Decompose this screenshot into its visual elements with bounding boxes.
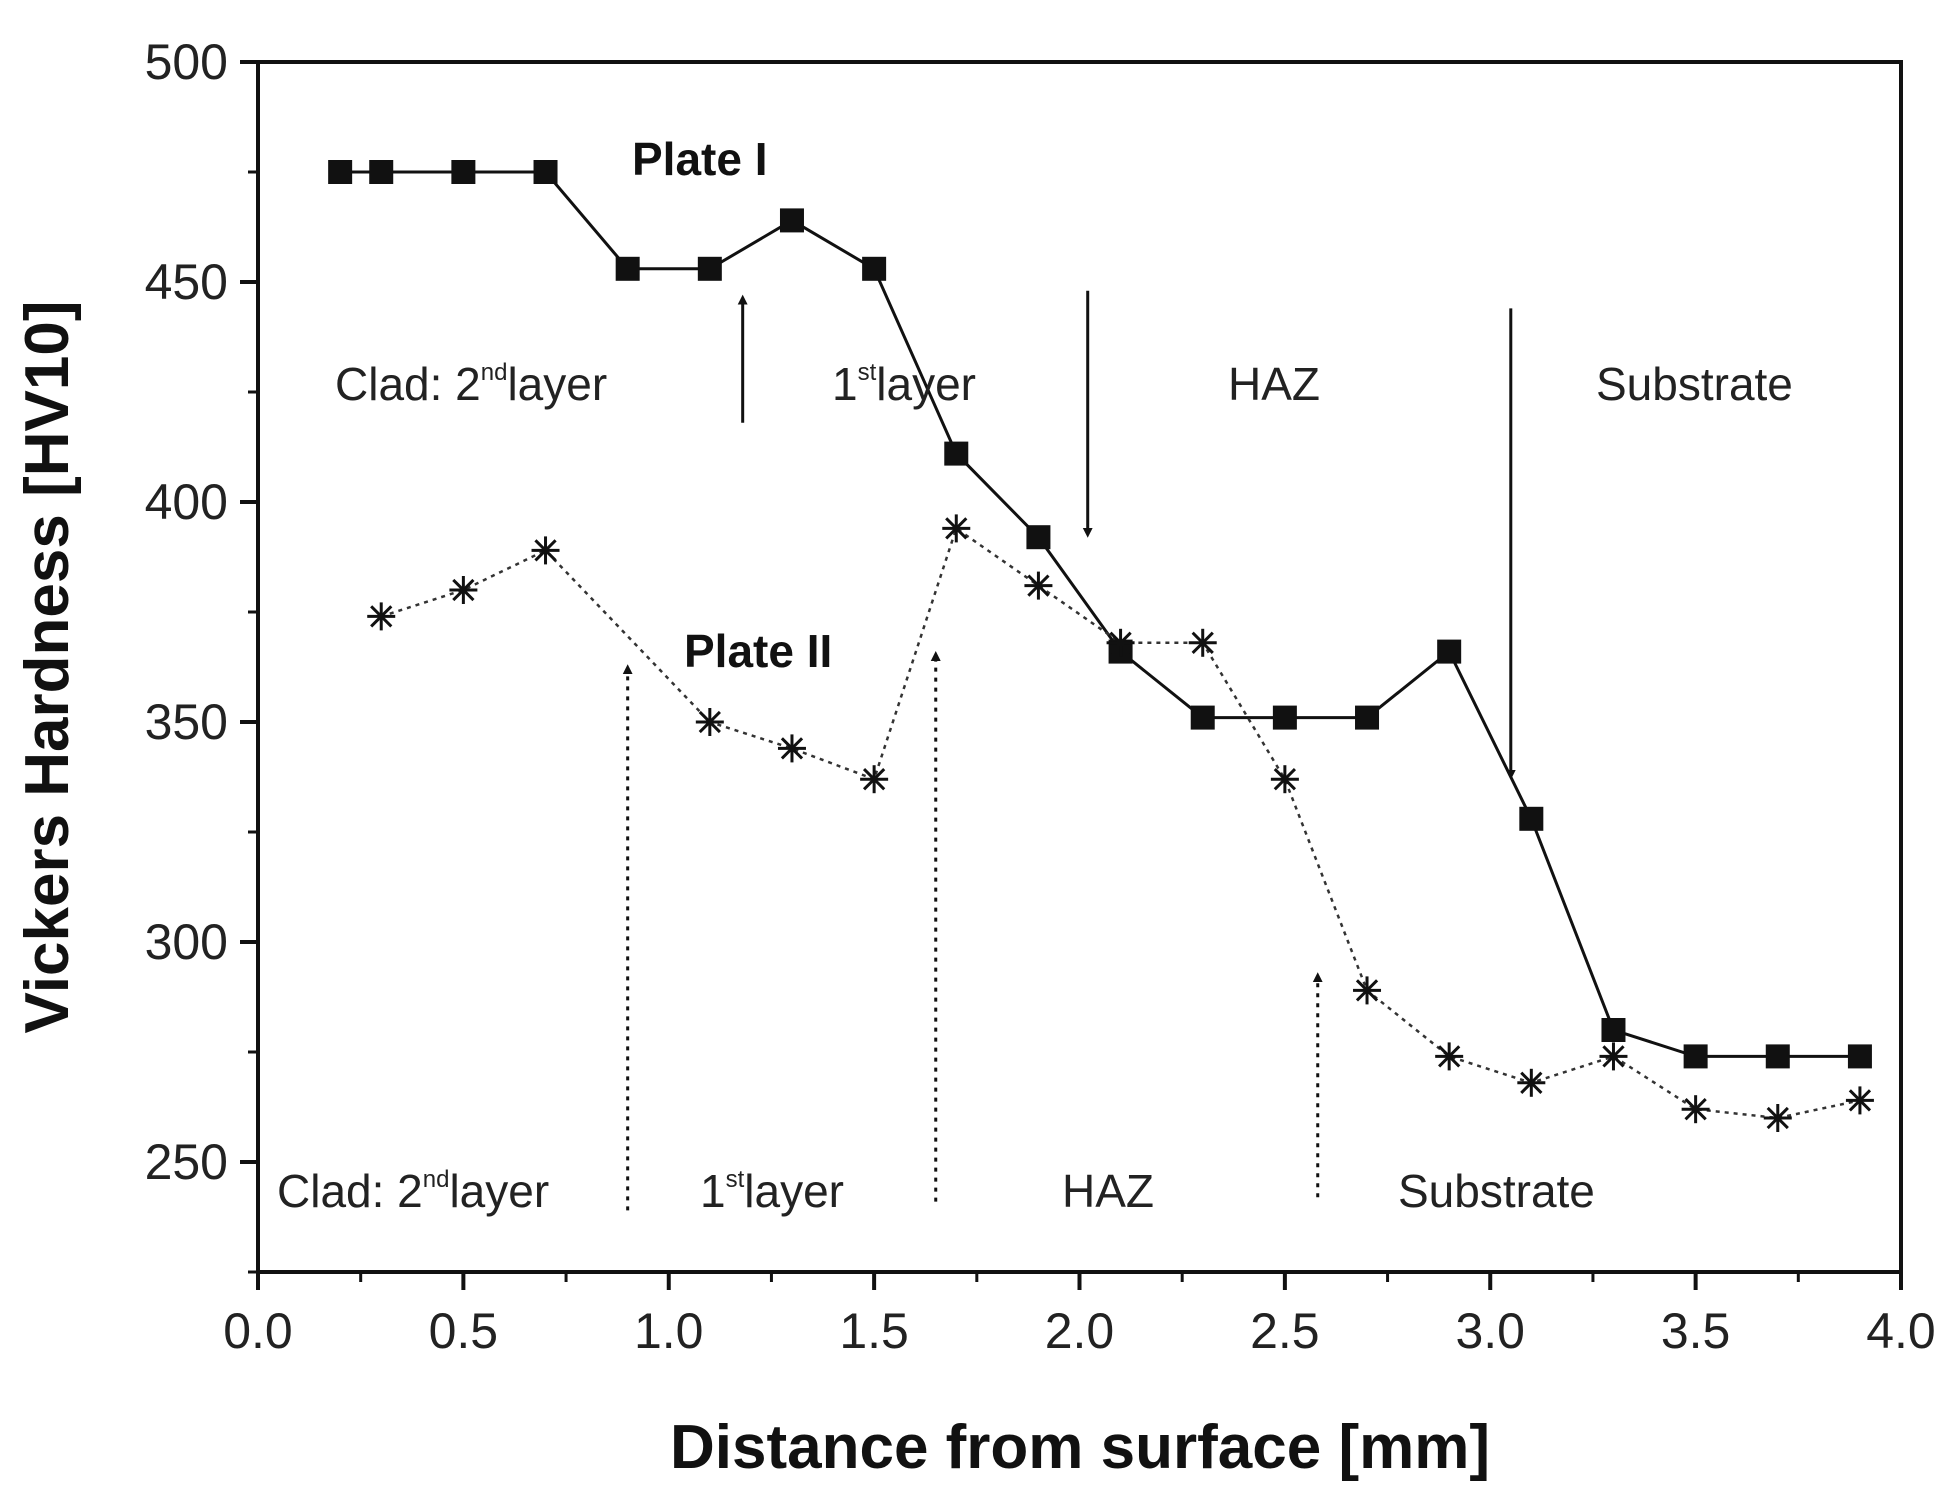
- plate-2-point: [1106, 628, 1135, 657]
- plate-2-series-line: [380, 526, 1861, 1120]
- plate-2-point: [1763, 1104, 1792, 1132]
- plate-2-region-1st: 1stlayer: [700, 1165, 844, 1217]
- plate-2-point: [777, 734, 806, 763]
- plot-frame: [256, 60, 1903, 1274]
- plate-2-point: [1845, 1086, 1874, 1115]
- x-tick-label: 3.0: [1455, 1303, 1525, 1359]
- plate-1-point: [369, 160, 394, 184]
- y-tick-label: 300: [145, 914, 228, 970]
- y-tick-label: 450: [145, 254, 228, 310]
- plate-1-label: Plate I: [632, 133, 768, 185]
- plate-1-point: [533, 160, 558, 184]
- plate-2-point: [942, 514, 971, 543]
- plate-2-region-clad-2nd: Clad: 2ndlayer: [277, 1165, 549, 1217]
- plate-1-region-haz: HAZ: [1228, 358, 1320, 410]
- plate-1-region-clad-2nd: Clad: 2ndlayer: [335, 358, 607, 410]
- x-tick-label: 1.5: [839, 1303, 909, 1359]
- plate-2-point: [449, 576, 478, 604]
- plate-1-point: [1026, 525, 1051, 550]
- y-axis: 250 300 350 400 450 500: [145, 34, 258, 1274]
- plate-1-point: [1847, 1044, 1872, 1069]
- plate-1-point: [944, 441, 969, 466]
- plate-1-series-line: [340, 170, 1860, 1058]
- x-tick-label: 0.5: [429, 1303, 499, 1359]
- x-tick-label: 1.0: [634, 1303, 704, 1359]
- plate-2-point: [1517, 1068, 1546, 1097]
- plate-2-point: [1270, 765, 1299, 794]
- plate-2-region-substrate: Substrate: [1398, 1165, 1595, 1217]
- plate-2-point: [695, 708, 724, 736]
- plate-1-point: [779, 208, 804, 233]
- plate-1-point: [1765, 1044, 1790, 1069]
- x-tick-label: 2.5: [1250, 1303, 1320, 1359]
- plate-2-point: [1353, 976, 1382, 1005]
- plate-1-point: [451, 160, 476, 184]
- plate-2-label: Plate II: [684, 625, 832, 677]
- series-markers: [328, 160, 1874, 1132]
- plate-2-point: [367, 602, 396, 631]
- plate-1-point: [862, 256, 887, 281]
- plate-1-point: [1683, 1044, 1708, 1069]
- plate-2-point: [1188, 628, 1217, 657]
- y-tick-label: 350: [145, 694, 228, 750]
- plate-1-region-1st: 1stlayer: [832, 358, 976, 410]
- plate-1-point: [1355, 705, 1380, 730]
- plate-1-point: [1601, 1018, 1626, 1042]
- y-tick-label: 400: [145, 474, 228, 530]
- x-tick-label: 0.0: [223, 1303, 293, 1359]
- plate-1-point: [1190, 705, 1215, 730]
- plate-1-point: [697, 256, 722, 281]
- y-tick-label: 500: [145, 34, 228, 90]
- x-tick-label: 4.0: [1866, 1303, 1936, 1359]
- plate-1-point: [328, 160, 353, 184]
- y-tick-label: 250: [145, 1134, 228, 1190]
- plate-2-region-haz: HAZ: [1062, 1165, 1154, 1217]
- plate-1-point: [615, 256, 640, 281]
- plate-1-point: [1437, 639, 1462, 664]
- region-boundaries: [622, 290, 1516, 1211]
- plate-2-point: [1599, 1042, 1628, 1071]
- series-lines: [340, 170, 1861, 1120]
- plate-2-point: [1681, 1095, 1710, 1124]
- plate-2-point: [1435, 1042, 1464, 1071]
- plate-2-point: [860, 765, 889, 794]
- plate-1-region-substrate: Substrate: [1596, 358, 1793, 410]
- x-axis-title: Distance from surface [mm]: [670, 1413, 1490, 1482]
- plate-1-point: [1519, 806, 1544, 831]
- y-axis-title: Vickers Hardness [HV10]: [13, 301, 82, 1034]
- x-axis: 0.0 0.5 1.0 1.5 2.0 2.5 3.0 3.5 4.0: [223, 1272, 1936, 1359]
- plate-2-point: [1024, 571, 1053, 600]
- plate-1-point: [1272, 705, 1297, 730]
- plate-2-point: [531, 536, 560, 565]
- x-tick-label: 3.5: [1661, 1303, 1731, 1359]
- x-tick-label: 2.0: [1045, 1303, 1115, 1359]
